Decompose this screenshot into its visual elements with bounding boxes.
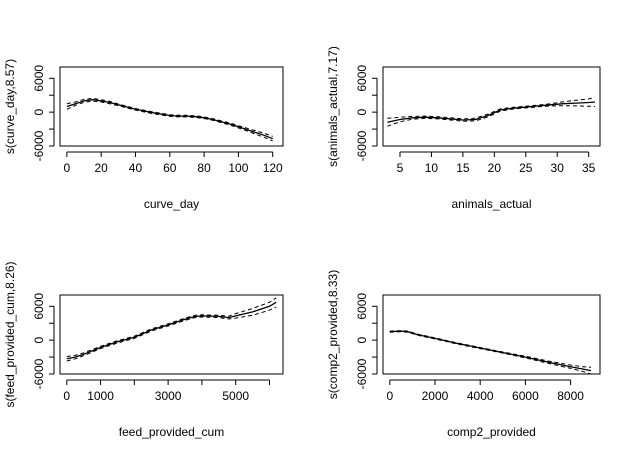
y-axis-title: s(curve_day,8.57) [3, 59, 17, 154]
panel-curve-day: 0 20 40 60 80 100 120 -6000 0 6000 curve_day s(curv… [3, 59, 284, 211]
upper-band-line [66, 97, 273, 137]
x-axis-title: curve_day [144, 197, 199, 211]
smooth-fit-line [389, 330, 592, 372]
smooth-fit-line [66, 99, 273, 140]
lower-band-line [389, 331, 592, 375]
panel-animals-actual: 5 10 15 20 25 30 35 -6000 0 6000 animals_actual s(a… [326, 46, 601, 211]
y-tick-label: -6000 [32, 130, 46, 161]
y-axis-title: s(animals_actual,7.17) [326, 46, 340, 167]
y-tick-label: 0 [355, 108, 369, 115]
x-axis-title: feed_provided_cum [119, 425, 224, 439]
plot-box [59, 66, 284, 147]
x-tick-label: 20 [94, 161, 108, 175]
lower-band-line [66, 306, 277, 362]
x-tick-label: 20 [488, 161, 502, 175]
x-tick-label: 100 [228, 161, 248, 175]
lower-band-line [387, 105, 596, 127]
x-tick-label: 120 [263, 161, 283, 175]
x-tick-label: 8000 [557, 389, 584, 403]
x-tick-label: 15 [456, 161, 470, 175]
y-tick-label: 6000 [355, 293, 369, 320]
y-tick-label: 0 [32, 108, 46, 115]
x-tick-label: 6000 [512, 389, 539, 403]
x-tick-label: 25 [519, 161, 533, 175]
plot-frame [382, 66, 601, 147]
x-tick-label: 5000 [222, 389, 249, 403]
x-tick-label: 0 [63, 389, 70, 403]
y-tick-label: 0 [355, 336, 369, 343]
x-tick-label: 5 [397, 161, 404, 175]
x-tick-label: 35 [582, 161, 596, 175]
x-tick-label: 2000 [422, 389, 449, 403]
y-axis-title: s(feed_provided_cum,8.26) [3, 261, 17, 407]
upper-band-line [66, 297, 277, 357]
smooth-fit-line [66, 301, 277, 360]
x-axis-title: animals_actual [451, 197, 531, 211]
x-tick-label: 80 [197, 161, 211, 175]
panel-feed-provided-cum: 0 1000 3000 5000 -6000 0 6000 feed_provided_cum… [3, 261, 284, 439]
x-tick-label: 4000 [467, 389, 494, 403]
lower-band-line [66, 100, 273, 142]
x-tick-label: 0 [64, 161, 71, 175]
smooth-fit-line [387, 101, 596, 123]
plot-box [382, 66, 601, 147]
y-tick-label: 0 [32, 336, 46, 343]
upper-band-line [387, 97, 596, 120]
plot-box [59, 294, 284, 375]
x-tick-label: 40 [129, 161, 143, 175]
plot-box [382, 294, 601, 375]
y-tick-label: 6000 [32, 293, 46, 320]
y-tick-label: -6000 [355, 358, 369, 389]
x-tick-label: 1000 [87, 389, 114, 403]
x-tick-label: 10 [425, 161, 439, 175]
y-tick-label: 6000 [355, 65, 369, 92]
y-tick-label: 6000 [32, 65, 46, 92]
x-tick-label: 30 [551, 161, 565, 175]
x-tick-label: 3000 [155, 389, 182, 403]
x-tick-label: 60 [163, 161, 177, 175]
plot-frame [382, 294, 601, 375]
y-axis-title: s(comp2_provided,8.33) [326, 270, 340, 399]
panel-comp2-provided: 0 2000 4000 6000 8000 -6000 0 6000 comp2_provide… [326, 270, 601, 439]
plot-frame [59, 294, 284, 375]
y-tick-label: -6000 [32, 358, 46, 389]
x-tick-label: 0 [386, 389, 393, 403]
x-axis-title: comp2_provided [447, 425, 536, 439]
y-tick-label: -6000 [355, 130, 369, 161]
plot-frame [59, 66, 284, 147]
